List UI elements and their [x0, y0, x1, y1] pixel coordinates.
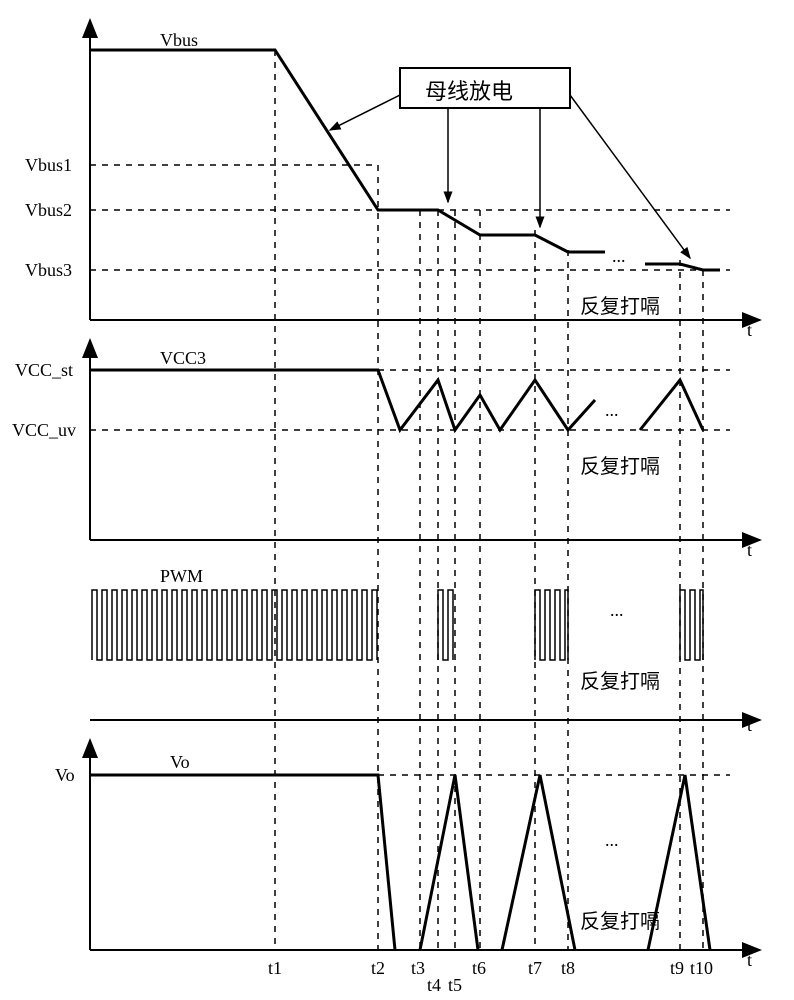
t9-label: t9 [670, 958, 684, 979]
repeat-label-4: 反复打嗝 [580, 905, 660, 934]
repeat-label-3: 反复打嗝 [580, 665, 660, 694]
vo-title: Vo [170, 752, 190, 773]
vbus2-label: Vbus2 [25, 200, 72, 221]
t3-label: t3 [411, 958, 425, 979]
t7-label: t7 [528, 958, 542, 979]
panel-pwm [90, 590, 760, 720]
vbus3-label: Vbus3 [25, 260, 72, 281]
time-gridlines [275, 50, 703, 950]
repeat-label-2: 反复打嗝 [580, 450, 660, 479]
pwm-title: PWM [160, 566, 203, 587]
t6-label: t6 [472, 958, 486, 979]
dots-1: ... [612, 246, 626, 267]
t1-label: t1 [268, 958, 282, 979]
panel-vbus [90, 20, 760, 320]
t8-label: t8 [561, 958, 575, 979]
t-axis-4: t [747, 950, 752, 971]
t-axis-2: t [747, 540, 752, 561]
t10-label: t10 [690, 958, 713, 979]
bus-discharge-text: 母线放电 [425, 74, 513, 106]
vcc-uv-label: VCC_uv [12, 420, 76, 441]
vcc-title: VCC3 [160, 348, 206, 369]
vcc-st-label: VCC_st [15, 360, 73, 381]
diagram-svg [0, 0, 794, 1000]
vbus-title: Vbus [160, 30, 198, 51]
vbus1-label: Vbus1 [25, 155, 72, 176]
repeat-label-1: 反复打嗝 [580, 290, 660, 319]
t4-label: t4 [427, 975, 441, 996]
t5-label: t5 [448, 975, 462, 996]
panel-vcc [90, 340, 760, 540]
dots-3: ... [610, 600, 624, 621]
t-axis-1: t [747, 320, 752, 341]
t2-label: t2 [371, 958, 385, 979]
vo-y-label: Vo [55, 765, 75, 786]
dots-4: ... [605, 830, 619, 851]
diagram-container: Vbus Vbus1 Vbus2 Vbus3 t 反复打嗝 ... 母线放电 V… [0, 0, 794, 1000]
dots-2: ... [605, 400, 619, 421]
t-axis-3: t [747, 715, 752, 736]
